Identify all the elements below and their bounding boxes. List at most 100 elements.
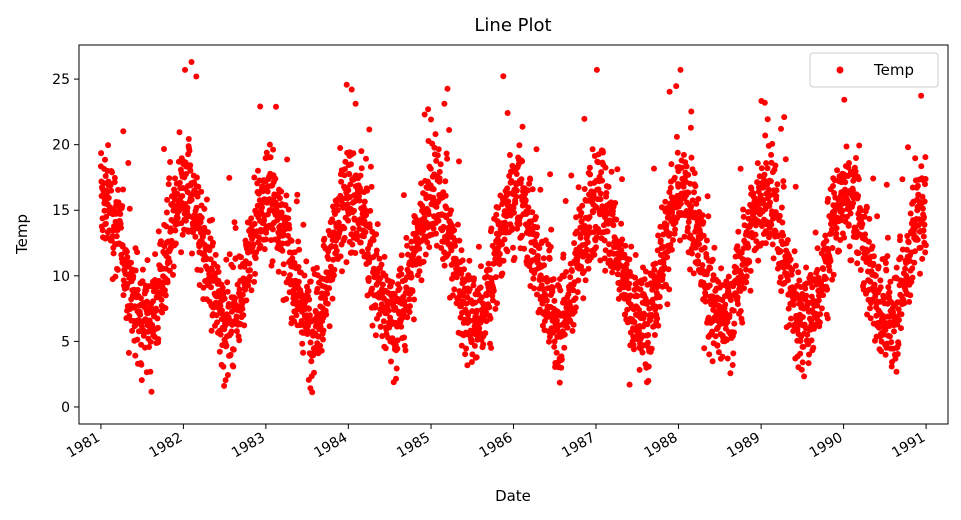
data-point [430,225,437,232]
data-point [848,257,855,264]
data-point [496,250,503,257]
data-point [283,192,290,199]
data-point [550,276,557,283]
data-point [614,166,621,173]
data-point [667,230,674,237]
data-point [331,266,338,273]
data-point [587,171,594,178]
data-point [410,316,417,323]
data-point [433,203,440,210]
data-point [846,160,852,166]
data-point [623,276,630,283]
data-point [645,332,652,338]
data-point [763,160,770,167]
data-point [645,363,652,370]
data-point [401,334,408,341]
data-point [826,267,833,274]
data-point [541,262,547,269]
data-point [920,233,927,240]
data-point [214,264,221,270]
data-point [122,271,129,277]
data-point [907,292,914,299]
data-point [747,287,754,294]
data-point [700,232,707,239]
data-point [622,311,629,318]
data-point [255,167,261,174]
data-point [829,276,836,283]
data-point [904,233,911,239]
data-point [820,292,827,299]
data-point [385,307,392,314]
data-point [540,286,547,292]
data-point [508,178,515,184]
data-point [305,288,312,294]
data-point [585,265,592,272]
data-point [823,237,830,244]
data-point [761,99,768,106]
y-axis: 0 5 10 15 20 25 [52,72,79,416]
data-point [349,241,356,248]
data-point [792,262,799,269]
data-point [208,327,215,334]
data-point [687,124,694,131]
data-point [119,203,126,209]
data-point [768,221,775,228]
data-point [207,272,214,279]
data-point [671,174,678,181]
data-point [903,246,910,253]
data-point [648,345,655,352]
chart-title: Line Plot [474,15,551,36]
data-point [882,327,889,333]
data-point [690,270,697,277]
data-point [170,263,177,270]
data-point [348,86,355,93]
data-point [261,246,268,253]
data-point [882,351,889,358]
data-point [815,297,822,304]
data-point [567,274,574,281]
data-point [625,285,632,292]
data-point [129,327,136,334]
data-point [134,336,141,343]
data-point [553,317,560,324]
data-point [283,296,290,302]
data-point [239,291,246,298]
data-point [712,333,719,340]
data-point [372,302,379,309]
data-point [673,133,680,140]
data-point [593,66,600,73]
data-point [299,340,306,347]
data-point [581,115,588,122]
data-point [432,131,439,138]
data-point [411,296,418,303]
data-point [488,344,495,351]
data-point [392,304,399,311]
data-point [737,308,744,314]
data-point [468,338,475,345]
data-point [344,201,351,208]
data-point [581,186,588,192]
data-point [601,237,608,244]
data-point [276,195,283,202]
data-point [700,219,707,225]
data-point [867,315,874,322]
data-point [331,229,338,236]
data-point [205,229,211,236]
data-point [471,342,478,349]
data-point [112,273,119,280]
data-point [351,216,358,223]
data-point [250,241,257,248]
data-point [120,277,127,284]
data-point [320,327,327,334]
data-point [132,267,139,274]
data-point [286,225,293,232]
data-point [162,305,169,312]
data-point [563,269,570,275]
data-point [759,223,765,229]
data-point [834,167,841,174]
data-point [709,256,716,263]
y-tick-label: 15 [52,203,70,219]
data-point [754,179,761,186]
data-point [921,198,928,205]
